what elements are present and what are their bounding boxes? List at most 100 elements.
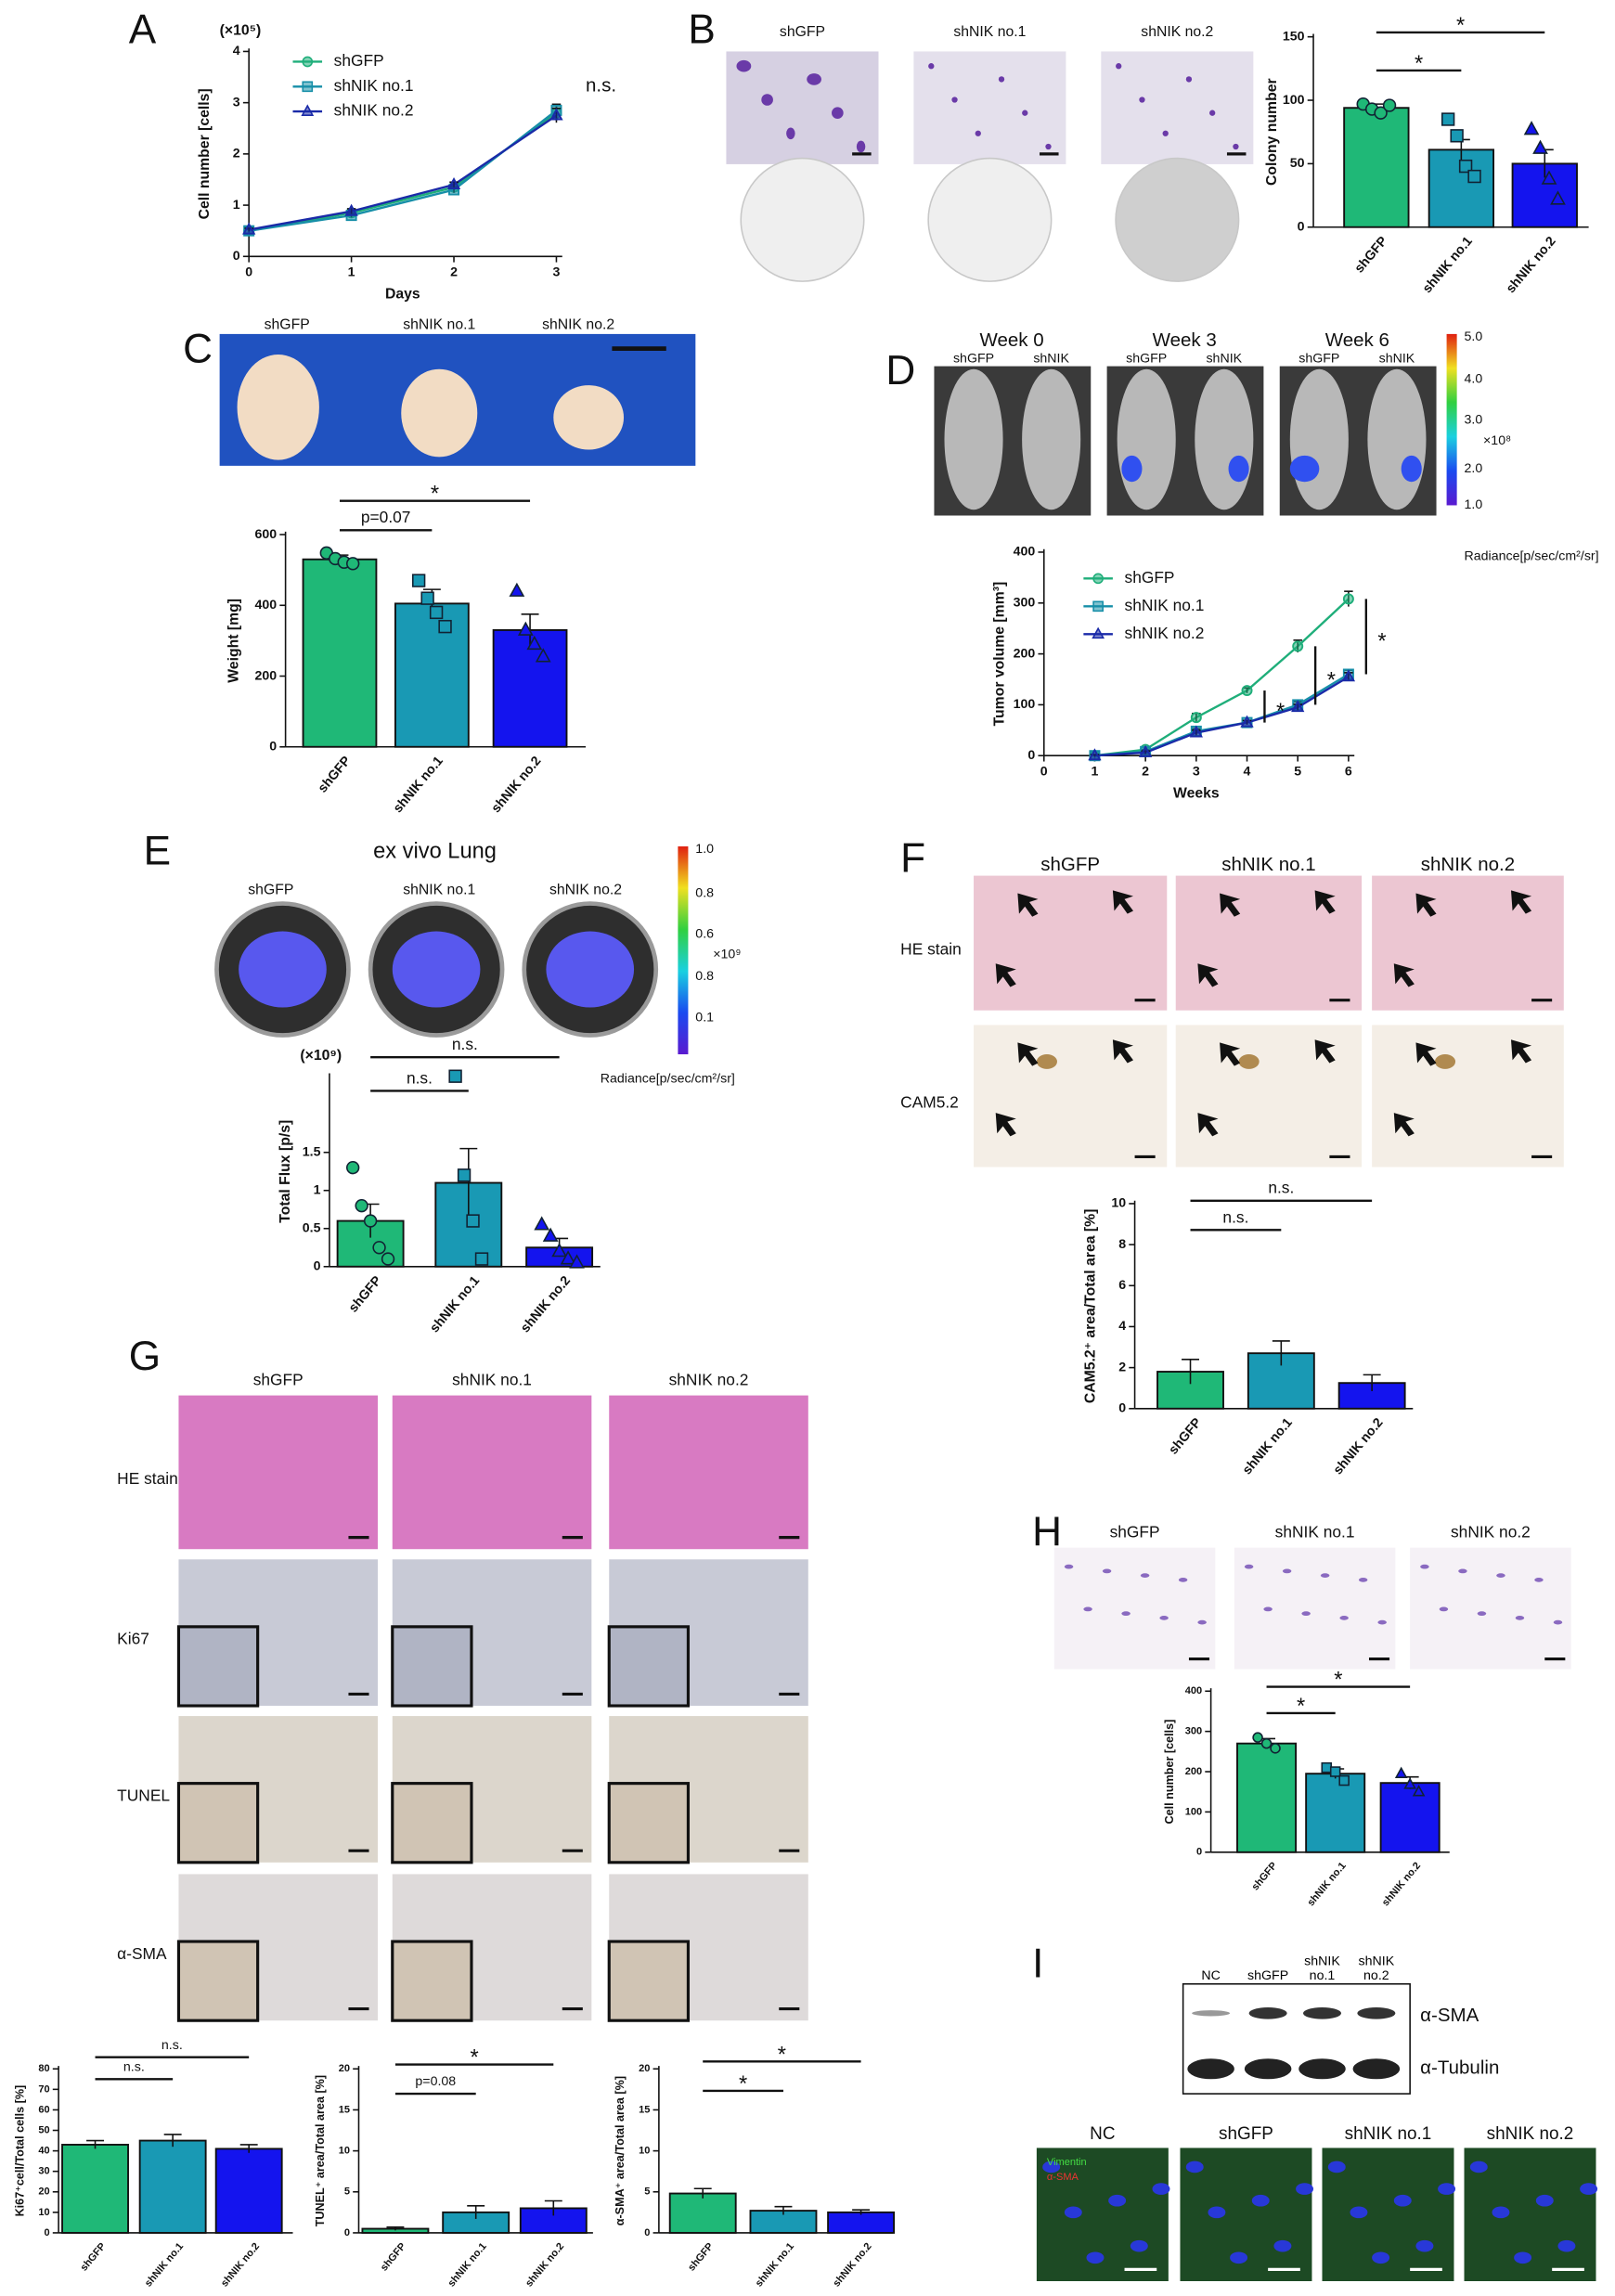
- y-tick-label: 8: [1118, 1237, 1126, 1252]
- data-point: [1291, 700, 1305, 713]
- y-tick-label: 15: [639, 2104, 650, 2115]
- arrow: [1197, 1113, 1219, 1137]
- y-tick-label: 0: [1118, 1401, 1126, 1416]
- data-point: [346, 557, 360, 571]
- data-point: [1341, 669, 1356, 682]
- nucleus: [1350, 2206, 1368, 2219]
- stain-label: Vimentin: [1047, 2157, 1087, 2168]
- y-tick-label: 400: [254, 598, 277, 613]
- x-tick-label: 0: [245, 264, 252, 279]
- x-tick-label: 4: [1244, 764, 1251, 779]
- histology: [178, 1395, 378, 1550]
- data-point: [569, 1254, 585, 1269]
- cell: [1320, 1573, 1330, 1579]
- arrow: [1017, 1042, 1039, 1066]
- line: [1094, 676, 1350, 757]
- colony: [1185, 76, 1193, 83]
- data-point: [1329, 1766, 1341, 1777]
- row-label: HE stain: [117, 1469, 178, 1488]
- nucleus: [1492, 2206, 1510, 2219]
- column-label: shGFP: [253, 1370, 304, 1388]
- data-point: [534, 1216, 550, 1231]
- colorbar-tick: 4.0: [1465, 372, 1483, 387]
- y-tick-label: 5: [344, 2186, 350, 2198]
- cell: [1159, 1616, 1169, 1620]
- comparison-label: n.s.: [1222, 1207, 1248, 1226]
- colony: [1022, 110, 1028, 116]
- signal: [1228, 455, 1249, 483]
- y-tick-label: 50: [1290, 156, 1305, 171]
- cell: [1477, 1611, 1487, 1617]
- bar: [668, 2192, 737, 2234]
- nucleus: [1580, 2183, 1598, 2195]
- data-point: [1467, 169, 1481, 184]
- x-tick-label: shNIK no.2: [1380, 1860, 1423, 1908]
- signal: [1121, 455, 1143, 483]
- bar: [61, 2144, 129, 2234]
- colony-photo: [1101, 51, 1254, 164]
- row-label: α-SMA: [117, 1944, 167, 1963]
- nucleus: [1469, 2161, 1488, 2173]
- comparison-label: *: [739, 2072, 747, 2096]
- mouse: [1195, 368, 1254, 510]
- band: [1244, 2058, 1292, 2080]
- y-tick-label: 0: [1027, 748, 1035, 763]
- cell: [1102, 1568, 1112, 1574]
- column-label: shNIK no.2: [1487, 2124, 1574, 2144]
- dish: [740, 157, 865, 282]
- histology: [392, 1395, 592, 1550]
- y-tick-label: 150: [1283, 29, 1305, 44]
- colony: [928, 63, 935, 70]
- lung-signal: [546, 931, 635, 1008]
- colony: [1233, 143, 1239, 150]
- y-tick-label: 0: [269, 740, 277, 755]
- colony: [998, 76, 1005, 83]
- colony-photo: [726, 51, 879, 164]
- data-point: [535, 648, 551, 663]
- y-tick-label: 10: [339, 2146, 350, 2157]
- group-label: shGFP: [1126, 351, 1167, 366]
- nucleus: [1251, 2194, 1270, 2207]
- y-tick-label: 1: [314, 1182, 321, 1197]
- cell: [1121, 1611, 1130, 1617]
- y-axis-label: Weight [mg]: [226, 599, 242, 683]
- dish: [927, 157, 1053, 282]
- nucleus: [1086, 2251, 1105, 2264]
- data-point: [363, 1214, 378, 1228]
- panel-label: D: [885, 348, 915, 393]
- y-axis-label: Total Flux [p/s]: [278, 1120, 293, 1223]
- legend-label: shGFP: [1125, 568, 1175, 587]
- cell: [1083, 1606, 1092, 1612]
- data-point: [542, 1227, 559, 1242]
- y-tick-label: 2: [1118, 1360, 1126, 1374]
- x-tick-label: shNIK no.2: [1504, 234, 1559, 296]
- panel-label: F: [900, 835, 925, 881]
- group-label: shGFP: [953, 351, 994, 366]
- x-tick-label: shNIK no.1: [427, 1273, 483, 1335]
- x-axis-label: Weeks: [1173, 785, 1220, 801]
- colony: [1162, 130, 1169, 136]
- legend-label: shNIK no.1: [1125, 596, 1205, 614]
- data-point: [517, 621, 534, 636]
- data-point: [372, 1241, 386, 1255]
- data-point: [1189, 725, 1203, 738]
- bar: [827, 2211, 896, 2234]
- lane-label: shNIK no.2: [1358, 1953, 1395, 1983]
- signal: [1289, 455, 1320, 483]
- data-point: [1342, 593, 1354, 605]
- colony: [1045, 143, 1052, 150]
- band: [1298, 2058, 1346, 2080]
- migration-image: [1053, 1547, 1216, 1670]
- bar: [138, 2139, 207, 2234]
- comparison-label: *: [1334, 1668, 1342, 1692]
- comparison-label: *: [1415, 52, 1423, 76]
- nucleus: [1415, 2239, 1434, 2252]
- x-tick-label: shNIK no.1: [446, 2241, 488, 2290]
- y-tick-label: 20: [339, 2063, 350, 2074]
- group-label: shNIK: [1206, 351, 1242, 366]
- protein-label: α-SMA: [1420, 2005, 1479, 2026]
- arrow: [1017, 893, 1039, 917]
- lane-label-box: shGFP: [1247, 1967, 1288, 1982]
- y-tick-label: 300: [1185, 1726, 1202, 1737]
- image-label: shNIK no.2: [542, 317, 614, 333]
